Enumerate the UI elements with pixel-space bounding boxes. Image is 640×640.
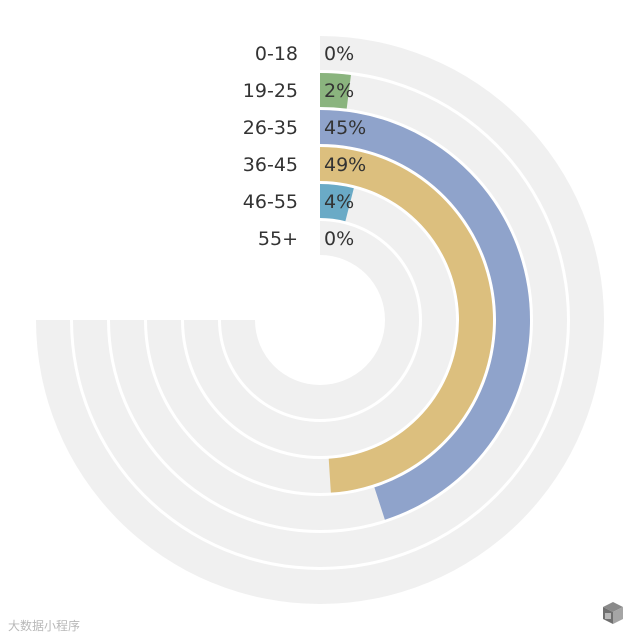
category-label: 36-45 — [243, 154, 298, 176]
bar-19-25 — [320, 73, 351, 109]
bar-46-55 — [320, 184, 354, 222]
category-label: 46-55 — [243, 191, 298, 213]
watermark-text: 大数据小程序 — [8, 619, 81, 633]
value-label: 49% — [324, 154, 366, 176]
bar-36-45 — [320, 147, 494, 493]
track-ring-55+ — [221, 221, 419, 419]
bar-group — [320, 73, 530, 520]
value-label: 0% — [324, 43, 354, 65]
track-group — [36, 36, 604, 604]
category-label-group: 0-18 19-25 26-35 36-45 46-55 55+ — [243, 43, 298, 250]
category-label: 19-25 — [243, 80, 298, 102]
value-label: 0% — [324, 228, 354, 250]
value-label-group: 0% 2% 45% 49% 4% 0% — [324, 43, 366, 250]
value-label: 45% — [324, 117, 366, 139]
bar-26-35 — [320, 110, 530, 520]
category-label: 26-35 — [243, 117, 298, 139]
category-label: 55+ — [258, 228, 298, 250]
cube-logo-icon — [603, 602, 623, 624]
value-label: 4% — [324, 191, 354, 213]
value-label: 2% — [324, 80, 354, 102]
category-label: 0-18 — [255, 43, 298, 65]
